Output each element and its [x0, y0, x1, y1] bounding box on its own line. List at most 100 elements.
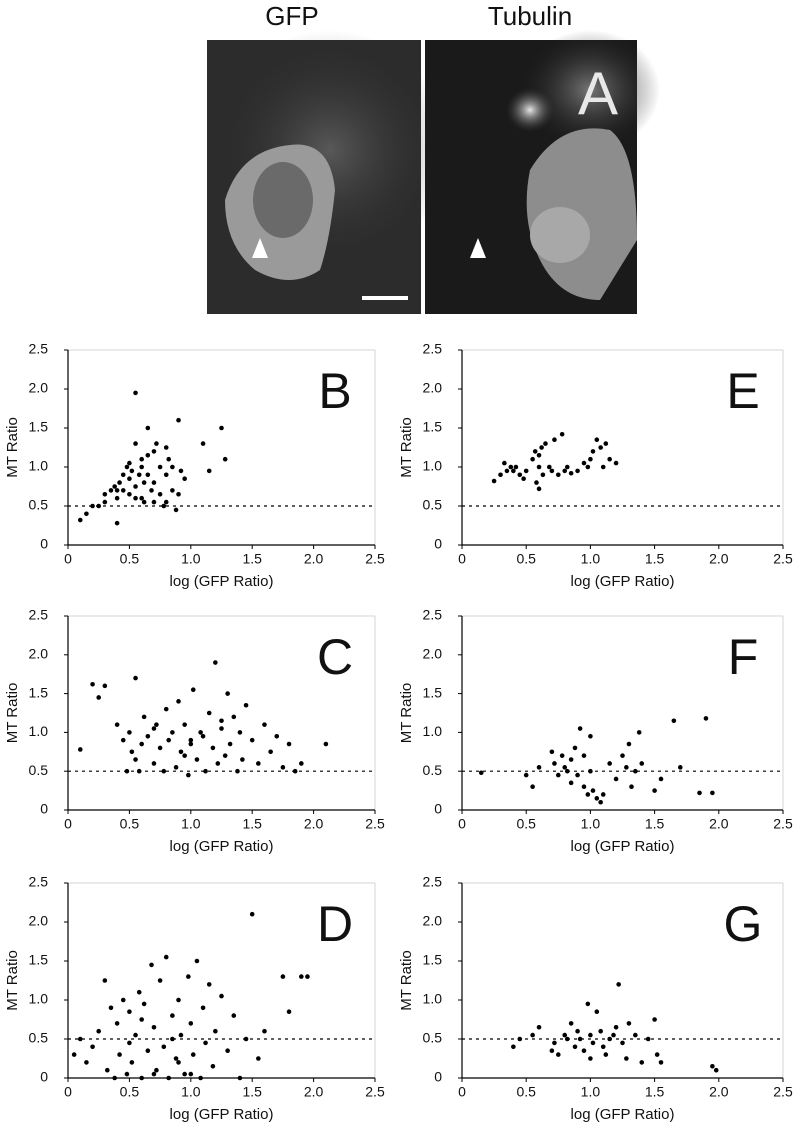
data-point	[562, 765, 568, 770]
data-point	[161, 768, 167, 774]
data-point	[549, 468, 555, 474]
data-point	[151, 480, 157, 485]
x-tick-label: 0.5	[516, 551, 536, 567]
data-point	[536, 486, 542, 492]
data-point	[163, 706, 169, 712]
y-tick-label: 2.5	[423, 874, 443, 890]
data-point	[280, 974, 286, 979]
data-point	[141, 480, 147, 485]
data-point	[562, 1032, 568, 1038]
data-point	[237, 1075, 243, 1081]
scatter-chart: 0 0.5 1.0 1.5 2.0 2.5 0 0.5 1.0 1.5 2.0 2.5 log (GFP…	[398, 607, 793, 855]
data-point	[594, 1009, 600, 1014]
data-point	[166, 1075, 171, 1081]
x-tick-label: 1.0	[581, 551, 601, 567]
data-point	[149, 962, 154, 968]
y-tick-label: 2.0	[29, 646, 49, 662]
x-axis-label: log (GFP Ratio)	[571, 573, 675, 590]
data-point	[607, 761, 612, 766]
data-point	[581, 1048, 587, 1053]
data-point	[77, 747, 83, 752]
data-point	[626, 1021, 632, 1026]
data-point	[491, 478, 497, 484]
data-point	[521, 476, 526, 482]
data-point	[620, 1040, 625, 1046]
panel-letter: B	[318, 363, 351, 419]
data-point	[102, 492, 108, 497]
data-point	[188, 1071, 194, 1077]
data-point	[658, 776, 664, 782]
data-point	[139, 456, 144, 462]
data-point	[598, 1028, 603, 1034]
data-point	[166, 456, 171, 462]
data-point	[240, 757, 245, 762]
data-point	[96, 1028, 101, 1034]
x-axis-label: log (GFP Ratio)	[170, 1106, 274, 1123]
data-point	[299, 761, 304, 766]
y-tick-label: 0.5	[29, 1030, 49, 1046]
data-point	[710, 1064, 715, 1069]
data-point	[124, 464, 130, 470]
data-point	[585, 464, 591, 470]
data-point	[590, 449, 596, 454]
data-point	[210, 1064, 216, 1069]
data-point	[176, 997, 181, 1003]
data-point	[133, 484, 138, 489]
data-point	[157, 464, 163, 470]
data-point	[511, 1044, 516, 1050]
data-point	[133, 441, 138, 446]
data-point	[624, 765, 629, 770]
data-point	[163, 472, 169, 478]
data-point	[178, 749, 184, 755]
x-axis-label: log (GFP Ratio)	[170, 838, 274, 855]
data-point	[161, 1044, 167, 1050]
data-point	[215, 761, 221, 766]
y-tick-label: 1.5	[423, 952, 443, 968]
data-point	[572, 745, 578, 751]
data-point	[607, 456, 612, 462]
y-tick-label: 0	[434, 1069, 442, 1085]
data-point	[178, 468, 184, 474]
data-point	[176, 1060, 181, 1065]
x-tick-label: 0	[458, 1084, 466, 1100]
x-axis-label: log (GFP Ratio)	[170, 573, 274, 590]
data-point	[176, 699, 181, 704]
y-tick-label: 0	[40, 536, 48, 552]
y-axis-label: MT Ratio	[398, 683, 415, 744]
data-point	[616, 982, 621, 987]
data-point	[280, 765, 286, 770]
data-point	[633, 768, 638, 774]
panel-letter: C	[317, 629, 353, 685]
data-point	[286, 1009, 292, 1014]
x-tick-label: 2.5	[773, 1084, 793, 1100]
y-tick-label: 1.5	[29, 684, 49, 700]
data-point	[594, 437, 600, 443]
data-point	[163, 954, 169, 960]
y-tick-label: 0.5	[29, 497, 49, 513]
data-point	[598, 445, 603, 450]
y-tick-label: 0.5	[423, 762, 443, 778]
y-tick-label: 2.5	[29, 341, 49, 357]
data-point	[299, 974, 304, 979]
x-tick-label: 1.0	[181, 816, 201, 832]
y-tick-label: 2.5	[423, 607, 443, 623]
x-tick-label: 2.5	[773, 551, 793, 567]
data-point	[636, 730, 642, 735]
data-point	[611, 1032, 616, 1038]
data-point	[562, 468, 568, 474]
data-point	[102, 978, 108, 983]
data-point	[133, 1032, 138, 1038]
data-point	[104, 1067, 110, 1073]
data-point	[588, 733, 593, 739]
data-point	[188, 737, 194, 743]
x-tick-label: 2.0	[709, 1084, 729, 1100]
x-tick-label: 2.5	[773, 816, 793, 832]
arrowhead	[252, 238, 268, 258]
data-point	[141, 499, 147, 505]
data-point	[575, 468, 580, 474]
x-tick-label: 1.5	[645, 1084, 665, 1100]
nucleus	[253, 162, 313, 238]
data-point	[173, 765, 179, 770]
data-point	[112, 1075, 117, 1081]
data-point	[102, 683, 108, 689]
